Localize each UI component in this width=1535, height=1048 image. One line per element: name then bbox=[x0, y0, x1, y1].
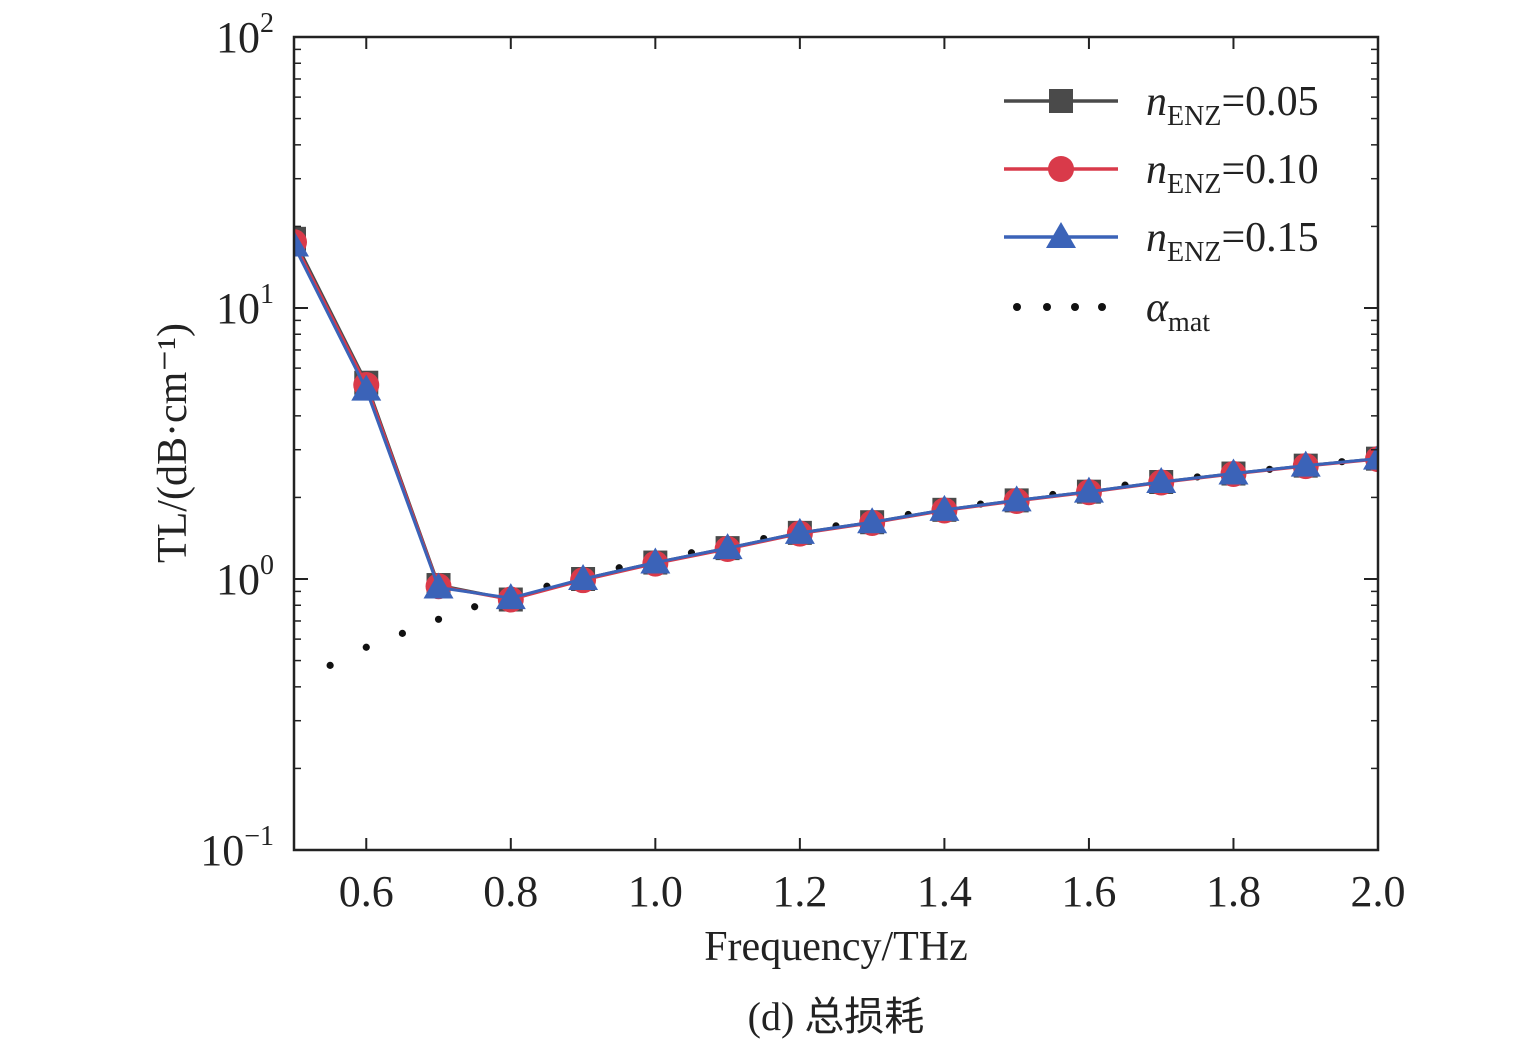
data-point bbox=[568, 564, 599, 590]
legend-label: nENZ=0.10 bbox=[1146, 147, 1319, 200]
x-tick-label: 1.6 bbox=[1061, 867, 1116, 916]
plot-clip-group bbox=[294, 226, 1378, 669]
alpha-mat-dot bbox=[434, 615, 443, 623]
legend-item: nENZ=0.05 bbox=[1004, 79, 1319, 132]
data-point bbox=[423, 572, 454, 599]
legend-dot bbox=[1013, 303, 1021, 311]
legend-label: nENZ=0.05 bbox=[1146, 79, 1319, 132]
alpha-mat-dot bbox=[362, 643, 370, 651]
y-tick-label: 10−1 bbox=[200, 821, 274, 875]
x-tick-label: 1.8 bbox=[1206, 867, 1261, 916]
legend-dot bbox=[1098, 303, 1106, 311]
legend-item: nENZ=0.15 bbox=[1004, 215, 1319, 268]
data-point bbox=[1073, 476, 1104, 503]
legend-item: αmat bbox=[1013, 285, 1210, 338]
series-alpha-mat bbox=[326, 454, 1378, 669]
axes-frame bbox=[292, 35, 1380, 852]
series-layer bbox=[294, 226, 1378, 669]
y-tick-label: 100 bbox=[216, 550, 274, 604]
alpha-mat-dot bbox=[326, 661, 334, 669]
data-point bbox=[495, 583, 526, 610]
legend-label: αmat bbox=[1146, 285, 1210, 338]
data-point bbox=[712, 533, 743, 560]
alpha-mat-dot bbox=[471, 603, 479, 611]
data-point bbox=[784, 517, 815, 544]
x-tick-label: 2.0 bbox=[1351, 867, 1406, 916]
data-point bbox=[294, 230, 309, 257]
series-2 bbox=[294, 230, 1378, 610]
data-point bbox=[857, 507, 888, 534]
legend-label: nENZ=0.15 bbox=[1146, 215, 1319, 268]
alpha-mat-dot bbox=[398, 629, 406, 637]
data-point bbox=[1218, 458, 1249, 485]
data-point bbox=[1001, 485, 1032, 512]
x-tick-label: 1.2 bbox=[772, 867, 827, 916]
series-0 bbox=[294, 226, 1378, 612]
y-tick-label: 102 bbox=[216, 8, 274, 62]
series-line bbox=[294, 238, 1378, 602]
x-tick-label: 0.6 bbox=[339, 867, 394, 916]
x-axis-label: Frequency/THz bbox=[704, 924, 968, 970]
figure-caption: (d) 总损耗 bbox=[748, 994, 925, 1039]
x-tick-label: 0.8 bbox=[483, 867, 538, 916]
data-point bbox=[1146, 466, 1177, 493]
ticks-layer: 0.6 0.8 1.0 1.2 1.4 1.6 1.8 2.0 10−1 100 101 102 bbox=[200, 8, 1405, 916]
legend-dot bbox=[1043, 303, 1051, 311]
series-line bbox=[294, 244, 1378, 600]
legend: nENZ=0.05 nENZ=0.10 nENZ=0.15 αmat bbox=[1004, 79, 1319, 338]
data-point bbox=[640, 547, 671, 574]
data-point bbox=[1290, 450, 1321, 477]
legend-marker bbox=[1048, 156, 1074, 182]
legend-item: nENZ=0.10 bbox=[1004, 147, 1319, 200]
series-line bbox=[294, 241, 1378, 602]
data-point bbox=[929, 494, 960, 521]
series-1 bbox=[294, 229, 1378, 613]
legend-marker bbox=[1046, 222, 1076, 248]
data-point bbox=[351, 374, 382, 401]
legend-marker bbox=[1049, 89, 1073, 113]
y-axis-label: TL/(dB·cm⁻¹) bbox=[150, 323, 196, 563]
x-tick-label: 1.0 bbox=[628, 867, 683, 916]
x-tick-label: 1.4 bbox=[917, 867, 972, 916]
y-tick-label: 101 bbox=[216, 279, 274, 333]
legend-dot bbox=[1071, 303, 1079, 311]
